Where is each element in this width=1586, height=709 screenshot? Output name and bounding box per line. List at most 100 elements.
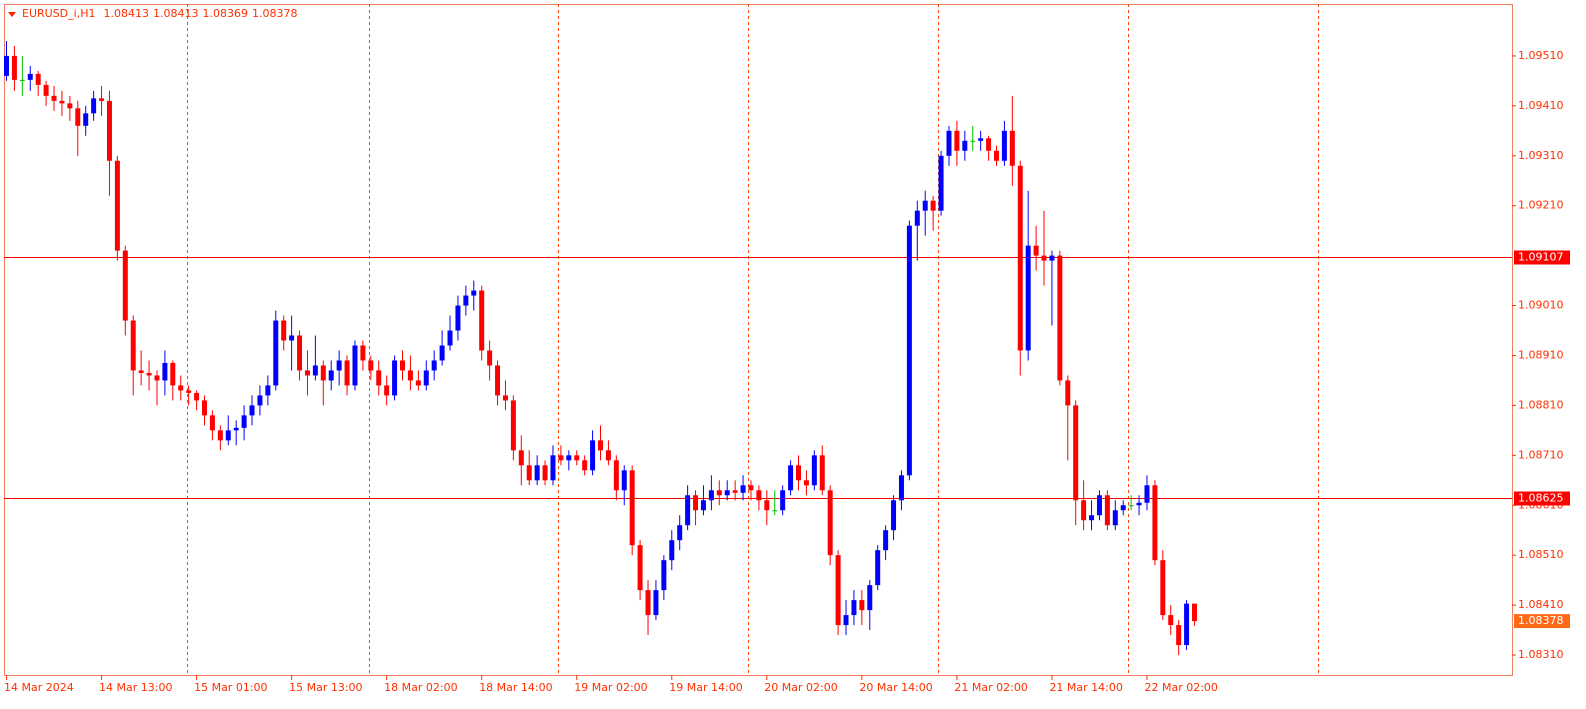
candle-body	[1081, 500, 1087, 521]
candle-body	[35, 73, 41, 85]
candle-body	[423, 370, 429, 386]
low-value: 1.08369	[202, 7, 248, 20]
candle-body	[716, 490, 722, 496]
candle-body	[415, 380, 421, 386]
candle-body	[431, 360, 437, 371]
candle-body	[320, 365, 326, 381]
candle-body	[209, 415, 215, 431]
y-tick-label: 1.08910	[1518, 348, 1564, 361]
candle-body	[986, 138, 992, 151]
candle-body	[1104, 495, 1110, 526]
candle-body	[613, 460, 619, 491]
candle-body	[1073, 405, 1079, 501]
candle-body	[708, 490, 714, 501]
candle-body	[803, 480, 809, 486]
candle-body	[1009, 130, 1015, 166]
x-tick-label: 15 Mar 01:00	[194, 681, 267, 694]
x-tick-label: 14 Mar 13:00	[99, 681, 172, 694]
candle-body	[510, 400, 516, 451]
candle-body	[194, 392, 200, 401]
candle-body	[1033, 245, 1039, 256]
x-tick-label: 20 Mar 02:00	[764, 681, 837, 694]
candle-body	[970, 140, 976, 142]
candle-body	[851, 600, 857, 616]
plot-frame	[4, 4, 1513, 676]
candle-body	[1041, 255, 1047, 261]
y-tick-label: 1.08510	[1518, 548, 1564, 561]
candle-body	[526, 465, 532, 481]
candle-body	[518, 450, 524, 466]
candle-body	[732, 490, 738, 493]
x-tick-label: 18 Mar 02:00	[384, 681, 457, 694]
x-tick-label: 21 Mar 14:00	[1049, 681, 1122, 694]
candle-body	[637, 545, 643, 591]
y-tick-label: 1.09510	[1518, 49, 1564, 62]
x-tick-label: 15 Mar 13:00	[289, 681, 362, 694]
candle-body	[534, 465, 540, 481]
candle-body	[1176, 625, 1182, 646]
candle-body	[217, 430, 223, 441]
candle-body	[914, 210, 920, 226]
candle-body	[645, 590, 651, 616]
candle-body	[819, 455, 825, 491]
candle-body	[455, 305, 461, 331]
candle-body	[265, 385, 271, 396]
candle-body	[653, 590, 659, 616]
x-tick-label: 22 Mar 02:00	[1144, 681, 1217, 694]
candle-body	[312, 365, 318, 376]
candle-body	[225, 430, 231, 441]
candle-body	[368, 360, 374, 371]
candle-body	[241, 415, 247, 428]
candle-body	[796, 465, 801, 481]
candle-body	[122, 250, 128, 321]
candle-body	[1096, 495, 1102, 516]
candle-body	[906, 225, 912, 476]
candle-body	[162, 362, 168, 381]
candle-body	[471, 290, 477, 296]
candle-body	[938, 155, 944, 211]
candle-body	[1136, 502, 1142, 506]
candle-body	[780, 490, 786, 511]
price-label-box	[1514, 250, 1570, 265]
candle-body	[186, 390, 192, 393]
candle-body	[384, 385, 390, 396]
candle-body	[566, 455, 572, 461]
candle-body	[59, 100, 65, 104]
candle-body	[297, 335, 303, 371]
close-value: 1.08378	[252, 7, 298, 20]
price-label: 1.09107	[1518, 251, 1564, 264]
candle-body	[764, 500, 770, 511]
candle-body	[598, 440, 603, 451]
candle-body	[1160, 560, 1166, 616]
y-tick-label: 1.08710	[1518, 448, 1564, 461]
candle-body	[376, 370, 382, 386]
candle-body	[4, 55, 9, 76]
candle-body	[772, 510, 778, 512]
candle-body	[582, 460, 588, 471]
candle-body	[27, 73, 33, 80]
high-value: 1.08413	[153, 7, 199, 20]
candle-body	[11, 55, 17, 80]
candle-body	[542, 465, 548, 481]
candle-body	[946, 130, 952, 156]
candle-body	[590, 440, 596, 471]
candle-body	[1152, 485, 1158, 561]
candle-body	[178, 385, 184, 391]
y-tick-label: 1.08310	[1518, 648, 1564, 661]
candle-body	[574, 455, 580, 461]
candle-body	[898, 475, 904, 501]
candle-body	[51, 95, 57, 101]
candle-body	[130, 320, 136, 371]
candle-body	[962, 140, 968, 151]
candle-body	[138, 370, 144, 373]
x-tick-label: 18 Mar 14:00	[479, 681, 552, 694]
candle-body	[748, 485, 754, 491]
candle-body	[867, 585, 873, 611]
candle-body	[249, 405, 255, 416]
candle-body	[827, 490, 833, 556]
candle-body	[170, 362, 176, 386]
header-marker	[8, 12, 16, 17]
candle-body	[756, 490, 762, 501]
